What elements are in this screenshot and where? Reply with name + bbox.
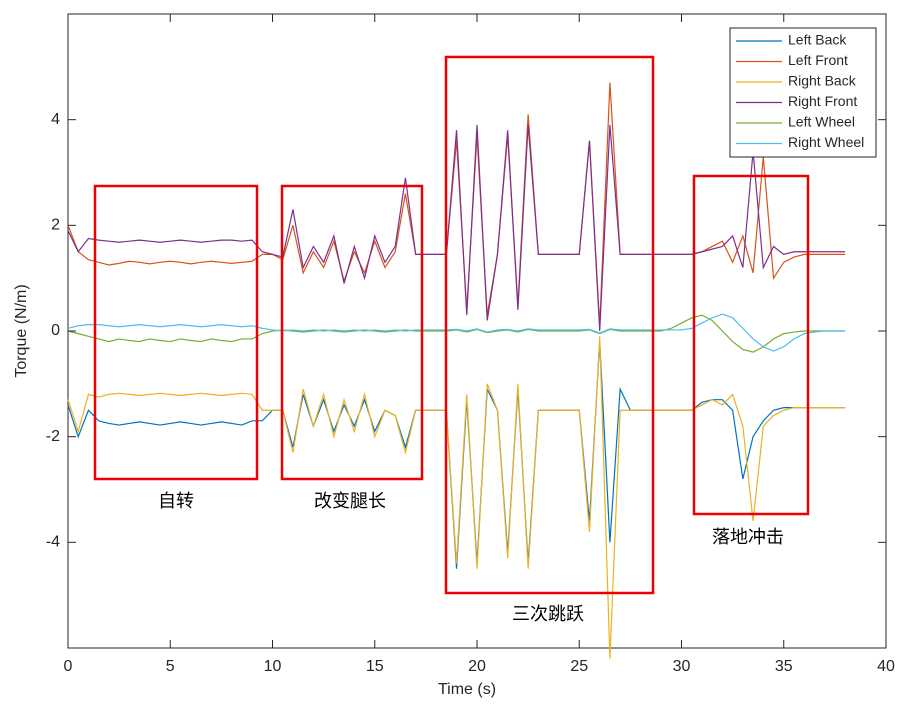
annotation-label: 改变腿长 bbox=[314, 491, 386, 512]
annotation-box bbox=[93, 184, 259, 481]
legend-label: Right Front bbox=[788, 93, 857, 109]
x-tick-label: 30 bbox=[673, 658, 691, 675]
y-axis-label: Torque (N/m) bbox=[13, 284, 30, 377]
legend-box bbox=[729, 27, 877, 158]
legend: Left Back Left Front Right Back Right Front… bbox=[729, 27, 877, 158]
series-line bbox=[67, 124, 846, 332]
annotation-label: 三次跳跃 bbox=[512, 604, 584, 625]
y-tick-label: 0 bbox=[51, 322, 60, 339]
series-line bbox=[67, 341, 846, 569]
x-tick-label: 25 bbox=[570, 658, 588, 675]
annotation-box bbox=[280, 184, 424, 481]
x-tick-label: 40 bbox=[877, 658, 895, 675]
annotation-label: 落地冲击 bbox=[712, 527, 784, 548]
x-tick-label: 10 bbox=[264, 658, 282, 675]
series-line bbox=[67, 336, 846, 659]
annotation-label: 自转 bbox=[158, 491, 194, 512]
x-tick-label: 35 bbox=[775, 658, 793, 675]
legend-label: Right Back bbox=[788, 73, 857, 89]
y-tick-label: 2 bbox=[51, 217, 60, 234]
legend-label: Left Wheel bbox=[788, 114, 855, 130]
x-tick-label: 0 bbox=[64, 658, 73, 675]
legend-label: Left Front bbox=[788, 52, 848, 68]
x-tick-label: 20 bbox=[468, 658, 486, 675]
y-tick-label: -4 bbox=[46, 534, 60, 551]
y-tick-label: 4 bbox=[51, 111, 60, 128]
annotation-box bbox=[444, 55, 655, 595]
y-tick-label: -2 bbox=[46, 428, 60, 445]
x-tick-label: 5 bbox=[166, 658, 175, 675]
annotation-box bbox=[692, 174, 810, 516]
annotations: 自转 改变腿长 三次跳跃 落地冲击 bbox=[93, 55, 810, 625]
legend-label: Right Wheel bbox=[788, 134, 864, 150]
x-axis-label: Time (s) bbox=[438, 681, 496, 698]
legend-label: Left Back bbox=[788, 32, 847, 48]
x-tick-label: 15 bbox=[366, 658, 384, 675]
series-line bbox=[67, 313, 846, 352]
